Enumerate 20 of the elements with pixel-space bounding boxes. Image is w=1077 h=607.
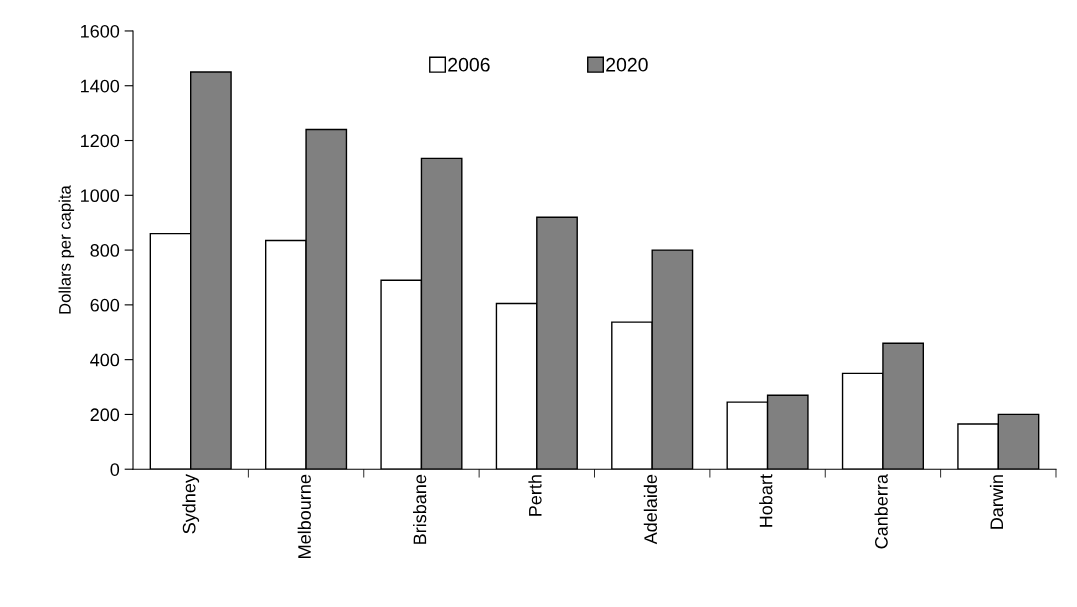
y-tick-label: 200 xyxy=(90,408,120,422)
y-axis-title: Dollars per capita xyxy=(58,185,75,314)
y-tick-label: 400 xyxy=(90,353,120,367)
legend-label: 2006 xyxy=(448,57,490,72)
x-tick-label: Sydney xyxy=(182,474,200,534)
x-tick-label: Melbourne xyxy=(297,474,311,558)
x-tick-label: Perth xyxy=(528,475,542,516)
y-tick-label: 600 xyxy=(90,298,120,312)
x-tick-label: Adelaide xyxy=(643,474,658,545)
y-tick-label: 1400 xyxy=(81,79,120,93)
y-tick-label: 0 xyxy=(110,463,120,476)
legend-label: 2020 xyxy=(606,57,648,72)
y-tick-label: 1200 xyxy=(81,134,120,148)
x-tick-label: Darwin xyxy=(989,475,1004,529)
y-tick-label: 800 xyxy=(90,244,120,257)
y-tick-label: 1600 xyxy=(81,24,120,38)
x-tick-label: Hobart xyxy=(759,474,773,527)
x-tick-label: Brisbane xyxy=(413,474,427,544)
y-tick-label: 1000 xyxy=(81,189,120,203)
x-tick-label: Canberra xyxy=(874,474,888,549)
